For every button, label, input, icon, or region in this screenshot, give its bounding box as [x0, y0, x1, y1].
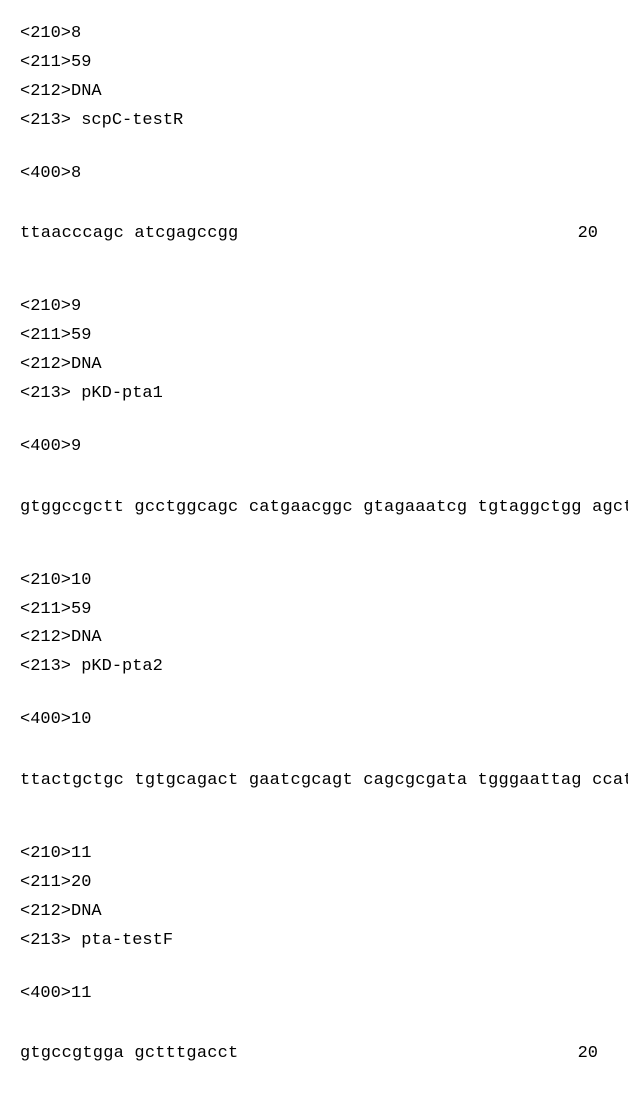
tag-213-val: pKD-pta2 — [71, 657, 163, 676]
tag-400: <400>11 — [20, 980, 598, 1009]
sequence-line: gtggccgctt gcctggcagc catgaacggc gtagaaa… — [20, 494, 598, 523]
entry-block: <210>9 <211>59 <212>DNA <213> pKD-pta1 <… — [20, 293, 598, 522]
sequence-text: gtggccgctt gcctggcagc catgaacggc gtagaaa… — [20, 494, 628, 523]
tag-212-val: DNA — [71, 82, 102, 101]
tag-212: <212>DNA — [20, 624, 598, 653]
spacer — [20, 682, 598, 706]
tag-212: <212>DNA — [20, 351, 598, 380]
spacer — [20, 136, 598, 160]
entry-block: <210>8 <211>59 <212>DNA <213> scpC-testR… — [20, 20, 598, 249]
tag-400: <400>9 — [20, 433, 598, 462]
tag-213: <213> pKD-pta2 — [20, 653, 598, 682]
spacer — [20, 531, 598, 567]
tag-212-val: DNA — [71, 355, 102, 374]
tag-400-val: 10 — [71, 710, 91, 729]
tag-212: <212>DNA — [20, 898, 598, 927]
tag-400: <400>8 — [20, 160, 598, 189]
entry-block: <210>10 <211>59 <212>DNA <213> pKD-pta2 … — [20, 567, 598, 796]
spacer — [20, 735, 598, 759]
tag-213-val: pKD-pta1 — [71, 384, 163, 403]
tag-213: <213> pKD-pta1 — [20, 380, 598, 409]
spacer — [20, 462, 598, 486]
tag-212: <212>DNA — [20, 78, 598, 107]
tag-210-val: 8 — [71, 24, 81, 43]
spacer — [20, 956, 598, 980]
spacer — [20, 804, 598, 840]
tag-400-val: 9 — [71, 437, 81, 456]
sequence-text: ttaacccagc atcgagccgg — [20, 220, 238, 249]
tag-210: <210>8 — [20, 20, 598, 49]
sequence-length: 20 — [566, 1040, 598, 1069]
tag-210: <210>11 — [20, 840, 598, 869]
sequence-text: ttactgctgc tgtgcagact gaatcgcagt cagcgcg… — [20, 767, 628, 796]
tag-211-val: 59 — [71, 600, 91, 619]
tag-210-val: 10 — [71, 571, 91, 590]
tag-211-val: 20 — [71, 873, 91, 892]
tag-210-val: 9 — [71, 297, 81, 316]
tag-211: <211>20 — [20, 869, 598, 898]
tag-213-val: pta-testF — [71, 931, 173, 950]
tag-210: <210>9 — [20, 293, 598, 322]
sequence-line: gtgccgtgga gctttgacct 20 — [20, 1040, 598, 1069]
sequence-length: 20 — [566, 220, 598, 249]
tag-212-val: DNA — [71, 628, 102, 647]
sequence-line: ttaacccagc atcgagccgg 20 — [20, 220, 598, 249]
tag-400: <400>10 — [20, 706, 598, 735]
tag-212-val: DNA — [71, 902, 102, 921]
spacer — [20, 409, 598, 433]
tag-211: <211>59 — [20, 596, 598, 625]
tag-211-val: 59 — [71, 326, 91, 345]
tag-211: <211>59 — [20, 322, 598, 351]
spacer — [20, 257, 598, 293]
entry-block: <210>11 <211>20 <212>DNA <213> pta-testF… — [20, 840, 598, 1069]
tag-213: <213> scpC-testR — [20, 107, 598, 136]
tag-211-val: 59 — [71, 53, 91, 72]
sequence-line: ttactgctgc tgtgcagact gaatcgcagt cagcgcg… — [20, 767, 598, 796]
tag-211: <211>59 — [20, 49, 598, 78]
tag-210: <210>10 — [20, 567, 598, 596]
spacer — [20, 188, 598, 212]
tag-210-val: 11 — [71, 844, 91, 863]
sequence-text: gtgccgtgga gctttgacct — [20, 1040, 238, 1069]
tag-213: <213> pta-testF — [20, 927, 598, 956]
spacer — [20, 1008, 598, 1032]
tag-213-val: scpC-testR — [71, 111, 183, 130]
tag-400-val: 8 — [71, 164, 81, 183]
